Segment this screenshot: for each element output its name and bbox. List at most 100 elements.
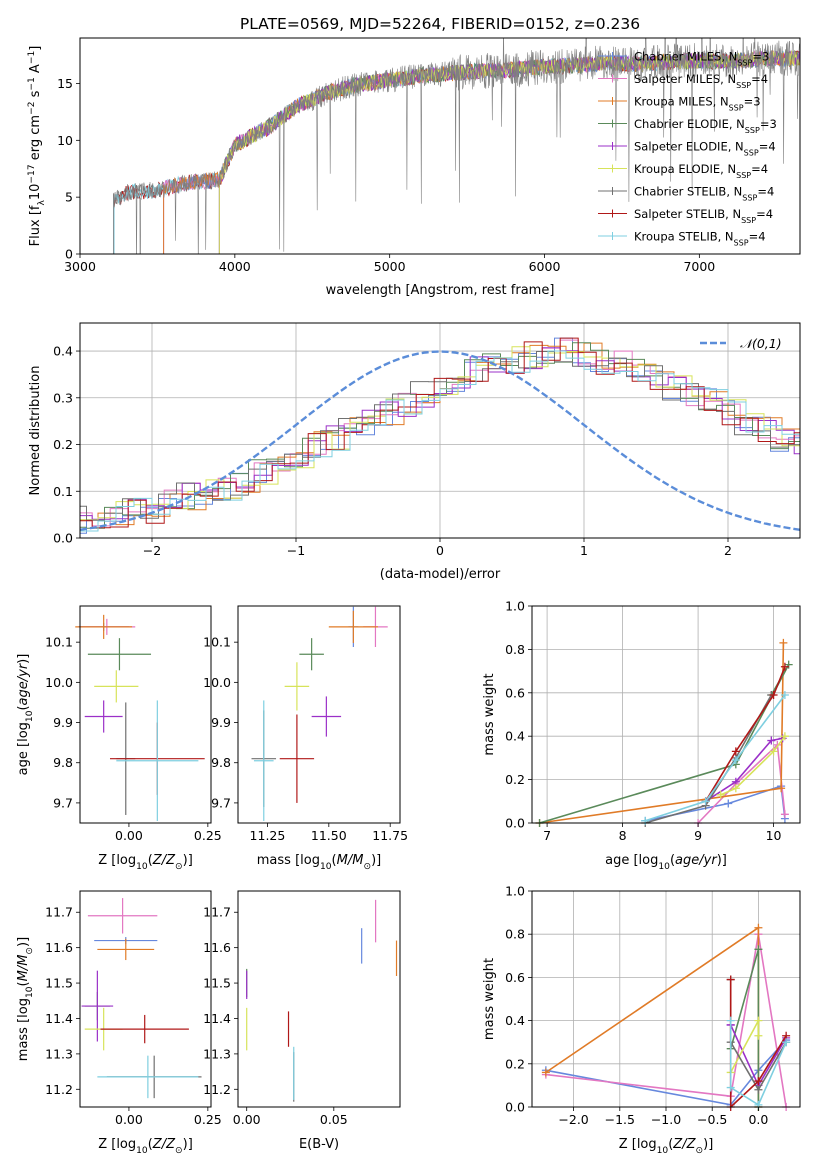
legend-label: Kroupa STELIB, NSSP=4 [634, 230, 766, 248]
y-axis-label-part: 10 [25, 710, 35, 722]
y-axis-label-part: erg cm [28, 115, 43, 164]
x-axis-label-part: )] [183, 853, 193, 868]
weight-marker [701, 797, 710, 806]
weight-marker [754, 1077, 763, 1086]
y-tick-label: 0.2 [505, 772, 525, 787]
y-tick-label: 0.3 [53, 390, 73, 405]
x-axis-label-part: E(B-V) [299, 1137, 339, 1152]
weight-marker [782, 1038, 791, 1047]
legend-label: Kroupa ELODIE, NSSP=4 [634, 162, 768, 180]
x-tick-label: 9 [694, 828, 702, 843]
axes-frame [79, 605, 212, 824]
axes-frame [237, 605, 401, 824]
x-axis-label-part: 10 [658, 862, 670, 872]
weight-line-8 [644, 694, 786, 822]
x-tick-label: 10 [766, 828, 782, 843]
weight-marker [731, 784, 740, 793]
axes-frame [531, 605, 801, 824]
x-axis-label-part: ( [148, 853, 153, 868]
y-axis-label-part: age [log [16, 722, 31, 775]
y-axis-label-part: 10 [28, 184, 43, 201]
plot-area-age_vs_Z [75, 614, 205, 821]
legend-label-part: Chabrier STELIB, N [634, 185, 742, 199]
legend-label: Chabrier STELIB, NSSP=4 [634, 185, 774, 203]
x-tick-label: 11.50 [311, 828, 347, 843]
y-axis-label-part: mass [log [16, 998, 31, 1061]
histogram-2 [80, 342, 800, 538]
y-tick-label: 9.9 [211, 715, 231, 730]
x-axis-label-part: ⊙ [175, 1146, 183, 1156]
y-tick-label: 11.2 [45, 1082, 73, 1097]
y-axis-label-part: Flux [f [28, 205, 43, 246]
y-tick-label: 15 [57, 76, 73, 91]
axes-mass_vs_ebv: 0.00 0.05 11.2 11.3 11.4 11.5 11.6 11.7 E(B-V) [203, 890, 401, 1152]
y-axis-label-part: ] [28, 46, 43, 51]
x-axis-label-part: Z/Z [152, 1137, 176, 1152]
weight-line-5 [720, 735, 786, 796]
y-tick-label: 0.4 [53, 344, 73, 359]
y-axis-label-part: −1 [27, 77, 37, 90]
legend-label-part: =3 [744, 95, 761, 109]
weight-marker [780, 690, 789, 699]
y-tick-label: 11.4 [203, 1011, 231, 1026]
y-tick-label: 5 [65, 190, 73, 205]
x-axis-label-part: ( [670, 853, 675, 868]
y-axis-label-part: A [28, 64, 43, 77]
x-tick-label: −2.0 [558, 1112, 588, 1127]
weight-marker [779, 638, 788, 647]
x-tick-label: 0.25 [194, 1112, 222, 1127]
x-tick-label: −1.5 [605, 1112, 635, 1127]
weight-marker [769, 747, 778, 756]
legend-label: Chabrier MILES, NSSP=3 [634, 50, 769, 68]
y-tick-label: 11.7 [203, 905, 231, 920]
x-axis-label-part: Z/Z [152, 853, 176, 868]
y-axis-label-part: −1 [27, 51, 37, 64]
y-tick-label: 0 [65, 247, 73, 262]
x-axis-label: mass [log10(M/M⊙)] [257, 853, 381, 872]
y-tick-label: 0.4 [505, 1013, 525, 1028]
weight-marker [754, 1085, 763, 1094]
y-tick-label: 9.7 [211, 795, 231, 810]
x-tick-label: 0.00 [115, 1112, 143, 1127]
legend-label: 𝒩(0,1) [740, 336, 782, 351]
axes-age_vs_mass: 11.25 11.50 11.75 9.7 9.8 9.9 10.0 10.1 mass [lo… [203, 605, 408, 872]
legend-label: Kroupa MILES, NSSP=3 [634, 95, 761, 113]
y-tick-label: 10.0 [203, 675, 231, 690]
y-axis-label-part: −17 [27, 164, 37, 183]
histogram-8 [80, 350, 800, 538]
figure-title: PLATE=0569, MJD=52264, FIBERID=0152, z=0… [240, 15, 640, 33]
weight-marker [726, 975, 735, 984]
axes-age_vs_Z: 0.00 0.259.79.89.910.010.1Z [log10(Z/Z⊙)]… [16, 605, 222, 872]
y-tick-label: 0.0 [505, 816, 525, 831]
y-axis-label-part: )] [16, 654, 31, 664]
legend-label-part: Chabrier ELODIE, N [634, 117, 745, 131]
y-axis-label: age [log10(age/yr)] [16, 654, 35, 776]
y-tick-label: 11.5 [45, 976, 73, 991]
x-axis-label-part: ( [668, 1137, 673, 1152]
weight-line-2 [539, 642, 785, 824]
legend-label-part: Kroupa MILES, N [634, 95, 729, 109]
x-axis-label-part: )] [371, 853, 381, 868]
legend-label-part: SSP [742, 193, 757, 202]
plot-area-spectrum [112, 38, 800, 254]
legend-label-part: SSP [741, 216, 756, 225]
plot-area-weight_vs_age [535, 638, 793, 827]
x-tick-label: 1 [580, 543, 588, 558]
x-tick-label: 0.25 [194, 828, 222, 843]
y-tick-label: 11.4 [45, 1011, 73, 1026]
x-tick-label: 0 [436, 543, 444, 558]
weight-marker [780, 732, 789, 741]
y-tick-label: 10.1 [45, 635, 73, 650]
y-axis-label-part: ⊙ [25, 947, 35, 955]
x-axis-label-part: ⊙ [696, 1146, 704, 1156]
legend-label-part: =4 [749, 230, 766, 244]
y-tick-label: 9.8 [211, 755, 231, 770]
x-tick-label: −1.0 [651, 1112, 681, 1127]
legend-label-part: SSP [737, 58, 752, 67]
weight-marker [731, 756, 740, 765]
x-tick-label: 0.0 [748, 1112, 768, 1127]
legend-label-part: =4 [751, 72, 768, 86]
plot-area-mass_vs_ebv [246, 899, 398, 1102]
